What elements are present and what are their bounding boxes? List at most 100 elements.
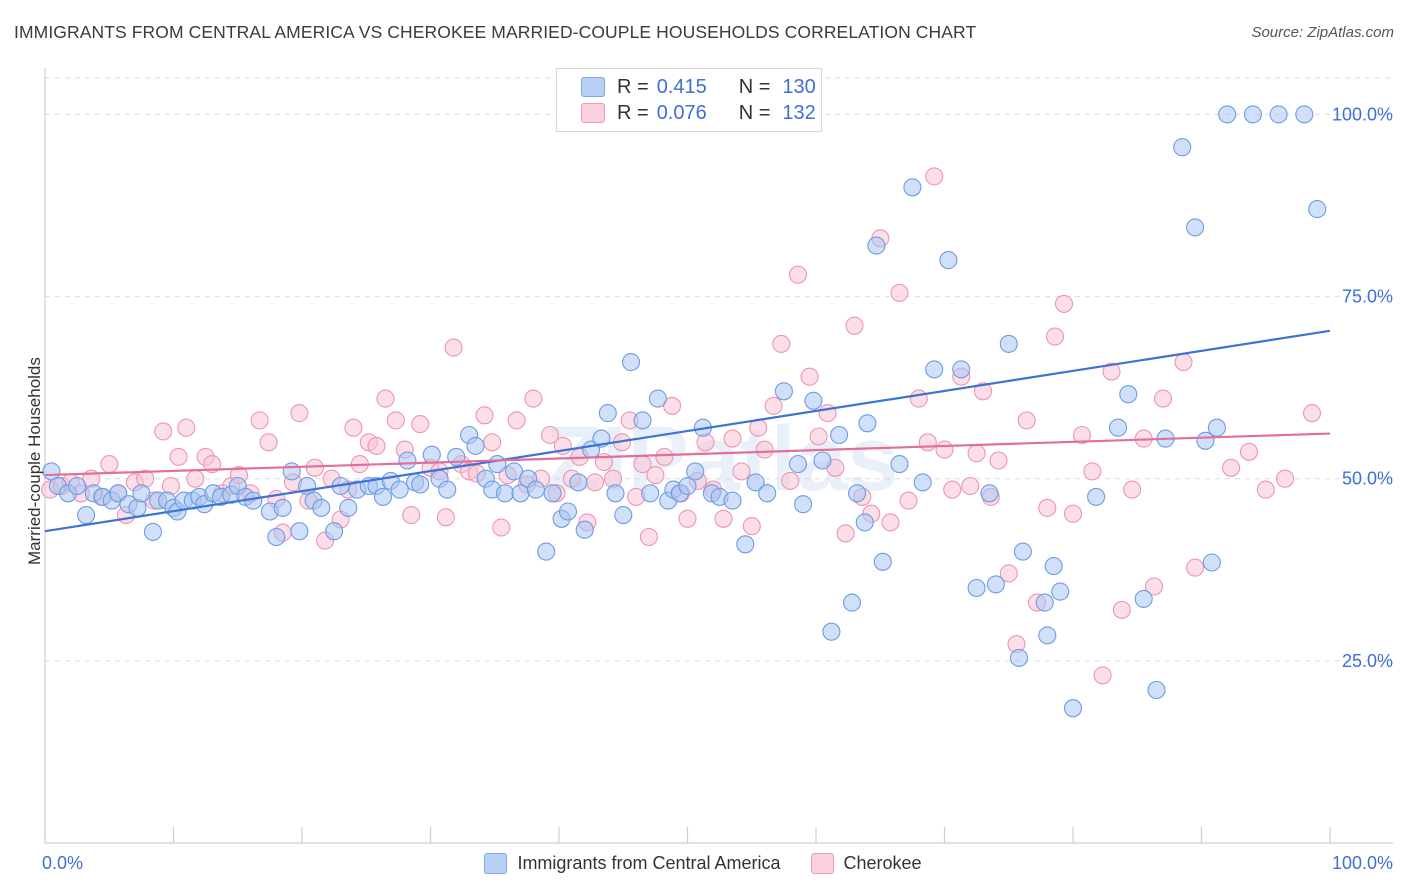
central-america-point <box>1269 105 1288 124</box>
legend-item-central-america[interactable]: Immigrants from Central America <box>484 853 781 874</box>
central-america-point <box>290 522 309 541</box>
central-america-point <box>1051 582 1070 601</box>
legend-label: Immigrants from Central America <box>517 853 781 873</box>
central-america-point <box>488 455 507 474</box>
source-credit: Source: ZipAtlas.com <box>1251 24 1394 41</box>
central-america-point <box>723 491 742 510</box>
cherokee-point <box>1123 480 1142 499</box>
central-america-point <box>1295 105 1314 124</box>
cherokee-point <box>186 469 205 488</box>
legend-swatch-pink <box>581 103 605 123</box>
axis-labels: 25.0% 50.0% 75.0% 100.0% 0.0% 100.0% <box>42 104 1393 873</box>
cherokee-point <box>943 480 962 499</box>
y-tick-label: 25.0% <box>1342 651 1393 671</box>
central-america-point <box>736 535 755 554</box>
cherokee-point <box>918 433 937 452</box>
central-america-point <box>842 593 862 612</box>
central-america-point <box>794 495 813 514</box>
cherokee-point <box>967 444 986 463</box>
cherokee-point <box>386 411 405 430</box>
x-tick-label-end: 100.0% <box>1332 853 1393 873</box>
cherokee-point <box>764 396 783 415</box>
central-america-point <box>1186 218 1205 237</box>
central-america-trend-line <box>44 329 1331 533</box>
cherokee-point <box>154 422 173 441</box>
r-label: R = <box>617 75 649 98</box>
cherokee-point <box>881 513 900 532</box>
central-america-point <box>273 498 292 517</box>
cherokee-point <box>800 367 819 386</box>
n-label: N = <box>738 101 771 124</box>
legend-item-cherokee[interactable]: Cherokee <box>810 853 922 874</box>
cherokee-point <box>475 406 494 425</box>
cherokee-point <box>367 436 386 455</box>
chart-title: IMMIGRANTS FROM CENTRAL AMERICA VS CHERO… <box>14 22 977 42</box>
cherokee-point <box>344 418 363 437</box>
central-america-point <box>373 487 393 506</box>
cherokee-point <box>646 466 665 485</box>
cherokee-point <box>305 458 324 477</box>
cherokee-point <box>1054 294 1074 313</box>
cherokee-trend-line <box>44 432 1331 477</box>
central-america-point <box>466 436 485 455</box>
central-america-point <box>143 522 162 541</box>
trend-lines <box>44 329 1331 533</box>
cherokee-point <box>909 389 928 408</box>
series-legend: Immigrants from Central America Cherokee <box>0 853 1406 874</box>
cherokee-point <box>411 415 430 434</box>
y-tick-label: 100.0% <box>1332 104 1393 124</box>
central-america-point <box>598 404 617 423</box>
central-america-point <box>575 520 594 539</box>
central-america-point <box>848 484 867 503</box>
central-america-point <box>1044 557 1063 576</box>
central-america-point <box>813 451 832 470</box>
cherokee-point <box>436 508 455 527</box>
central-america-point <box>686 462 705 481</box>
central-america-point <box>1207 418 1226 437</box>
legend-row-central-america: R = 0.415 N = 130 <box>581 74 816 100</box>
cherokee-point <box>524 389 543 408</box>
central-america-point <box>903 178 922 197</box>
cherokee-point <box>663 396 682 415</box>
x-tick-label-start: 0.0% <box>42 853 83 873</box>
cherokee-point <box>999 564 1018 583</box>
central-america-point <box>980 484 999 503</box>
central-america-point <box>1013 542 1032 561</box>
cherokee-point <box>259 433 278 452</box>
central-america-point <box>1087 487 1106 506</box>
central-america-point <box>543 484 562 503</box>
central-america-point <box>1119 385 1138 404</box>
cherokee-point <box>1017 411 1036 430</box>
central-america-point <box>1009 648 1029 667</box>
cherokee-point <box>714 509 733 528</box>
central-america-point <box>558 502 578 521</box>
cherokee-point <box>890 283 909 302</box>
central-america-point <box>1196 431 1215 450</box>
cherokee-point <box>755 440 774 459</box>
central-america-point <box>804 391 823 410</box>
r-label: R = <box>617 101 649 124</box>
cherokee-point <box>1174 353 1193 372</box>
cherokee-point <box>742 517 761 536</box>
central-america-point <box>1147 680 1166 700</box>
central-america-point <box>1308 200 1327 219</box>
cherokee-point <box>1144 577 1164 596</box>
cherokee-point <box>845 316 864 335</box>
central-america-point <box>1202 553 1221 572</box>
cherokee-point <box>250 411 269 430</box>
cherokee-point <box>540 425 560 445</box>
cherokee-point <box>1186 558 1205 577</box>
cherokee-point <box>1256 480 1275 499</box>
central-america-point <box>325 522 344 541</box>
cherokee-point <box>732 462 751 481</box>
central-america-point <box>537 542 556 561</box>
central-america-point <box>132 484 151 503</box>
cherokee-point <box>376 389 395 408</box>
cherokee-point <box>788 265 808 284</box>
central-america-point <box>1063 699 1083 718</box>
central-america-point <box>1218 105 1237 124</box>
cherokee-point <box>1045 327 1065 346</box>
central-america-point <box>1243 105 1262 124</box>
y-tick-label: 50.0% <box>1342 469 1393 489</box>
cherokee-point <box>507 411 526 430</box>
